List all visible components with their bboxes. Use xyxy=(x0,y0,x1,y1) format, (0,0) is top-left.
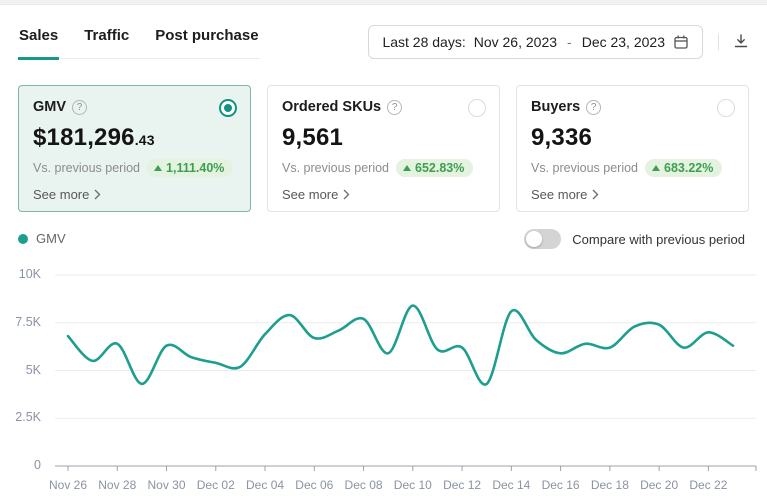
card-title: Buyers xyxy=(531,99,581,115)
compare-toggle-label: Compare with previous period xyxy=(572,231,745,247)
x-tick-label: Dec 22 xyxy=(689,478,728,492)
chevron-right-icon xyxy=(94,189,101,200)
chevron-right-icon xyxy=(592,189,599,200)
legend-label: GMV xyxy=(36,231,66,246)
change-value: 683.22% xyxy=(664,161,714,175)
change-badge: 1,111.40% xyxy=(147,159,234,177)
x-tick-label: Dec 18 xyxy=(590,478,629,492)
compare-toggle-row: Compare with previous period xyxy=(524,229,745,249)
legend-dot-gmv xyxy=(18,233,28,244)
x-tick-label: Dec 20 xyxy=(640,478,679,492)
see-more-label: See more xyxy=(33,187,90,202)
change-badge: 652.83% xyxy=(396,159,474,177)
vs-previous-label: Vs. previous period xyxy=(33,161,141,175)
x-tick-label: Dec 16 xyxy=(541,478,580,492)
y-tick-label: 5K xyxy=(25,362,41,377)
card-value: 9,336 xyxy=(531,124,593,151)
see-more-label: See more xyxy=(282,187,339,202)
metric-cards: GMV ? $181,296.43 Vs. previous period 1,… xyxy=(18,85,749,212)
gmv-line xyxy=(66,304,735,386)
x-tick-label: Nov 26 xyxy=(48,478,88,492)
y-tick-label: 7.5K xyxy=(15,314,41,329)
x-tick-label: Dec 02 xyxy=(196,478,235,492)
chart-canvas[interactable] xyxy=(45,260,757,476)
compare-toggle[interactable] xyxy=(524,229,562,249)
gmv-radio[interactable] xyxy=(219,99,237,117)
metric-card-buyers[interactable]: Buyers ? 9,336 Vs. previous period 683.2… xyxy=(516,85,749,212)
top-strip xyxy=(0,0,767,5)
date-range-start: Nov 26, 2023 xyxy=(473,34,558,50)
help-icon[interactable]: ? xyxy=(387,99,403,115)
arrow-up-icon xyxy=(403,165,412,171)
calendar-icon xyxy=(674,35,688,49)
see-more-link[interactable]: See more xyxy=(33,187,101,202)
download-button[interactable] xyxy=(733,33,749,52)
see-more-link[interactable]: See more xyxy=(531,187,599,202)
tab-post-purchase[interactable]: Post purchase xyxy=(155,27,259,44)
x-tick-label: Dec 04 xyxy=(246,478,285,492)
date-range-end: Dec 23, 2023 xyxy=(581,34,665,50)
buyers-radio[interactable] xyxy=(717,99,735,117)
y-tick-label: 0 xyxy=(34,458,41,472)
tab-traffic[interactable]: Traffic xyxy=(84,27,130,44)
see-more-link[interactable]: See more xyxy=(282,187,350,202)
x-tick-label: Nov 30 xyxy=(147,478,186,492)
x-tick-label: Dec 10 xyxy=(393,478,432,492)
tab-sales[interactable]: Sales xyxy=(18,27,60,60)
toolbar-divider xyxy=(718,34,719,50)
x-tick-label: Dec 06 xyxy=(295,478,334,492)
date-range-separator: - xyxy=(567,34,572,50)
card-value: 9,561 xyxy=(282,124,344,151)
x-tick-label: Nov 28 xyxy=(98,478,137,492)
y-tick-label: 10K xyxy=(18,267,41,281)
ordered-skus-radio[interactable] xyxy=(468,99,486,117)
date-range-picker[interactable]: Last 28 days: Nov 26, 2023 - Dec 23, 202… xyxy=(368,25,703,59)
change-badge: 683.22% xyxy=(645,159,723,177)
change-value: 652.83% xyxy=(415,161,465,175)
download-icon xyxy=(734,34,748,48)
chevron-right-icon xyxy=(343,189,350,200)
change-value: 1,111.40% xyxy=(166,161,225,175)
x-tick-label: Dec 08 xyxy=(344,478,383,492)
help-icon[interactable]: ? xyxy=(586,99,602,115)
metric-card-ordered-skus[interactable]: Ordered SKUs ? 9,561 Vs. previous period… xyxy=(267,85,500,212)
see-more-label: See more xyxy=(531,187,588,202)
card-title: Ordered SKUs xyxy=(282,99,382,115)
radio-dot xyxy=(224,104,232,112)
toggle-knob xyxy=(526,231,543,247)
y-tick-label: 2.5K xyxy=(15,410,41,425)
tab-bar: Sales Traffic Post purchase xyxy=(18,27,260,60)
chart-legend: GMV xyxy=(18,231,66,246)
x-tick-label: Dec 12 xyxy=(443,478,482,492)
arrow-up-icon xyxy=(652,165,661,171)
metric-card-gmv[interactable]: GMV ? $181,296.43 Vs. previous period 1,… xyxy=(18,85,251,212)
date-range-prefix: Last 28 days: xyxy=(382,34,466,50)
vs-previous-label: Vs. previous period xyxy=(531,161,639,175)
card-title: GMV xyxy=(33,99,67,115)
card-value-fraction: .43 xyxy=(134,132,155,148)
card-value: $181,296.43 xyxy=(33,124,155,151)
x-tick-label: Dec 14 xyxy=(492,478,531,492)
help-icon[interactable]: ? xyxy=(72,99,88,115)
gmv-line-chart: 0 2.5K 5K 7.5K 10K Nov 26 Nov 28 Nov 30 Dec 02 D… xyxy=(0,260,767,504)
vs-previous-label: Vs. previous period xyxy=(282,161,390,175)
arrow-up-icon xyxy=(154,165,163,171)
